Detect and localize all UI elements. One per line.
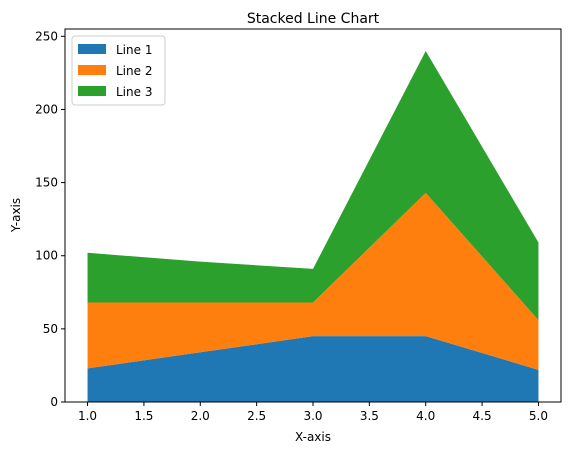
x-tick-label: 2.5 <box>247 409 266 423</box>
y-axis-ticks: 0 50 100 150 200 250 <box>35 29 65 409</box>
x-tick-label: 4.0 <box>416 409 435 423</box>
legend-swatch-3 <box>78 86 106 96</box>
x-tick-label: 5.0 <box>529 409 548 423</box>
legend: Line 1 Line 2 Line 3 <box>71 35 166 106</box>
area-series-2 <box>87 192 539 370</box>
x-axis-ticks: 1.0 1.5 2.0 2.5 3.0 3.5 4.0 4.5 5.0 <box>78 402 548 423</box>
legend-swatch-1 <box>78 44 106 54</box>
legend-label-3: Line 3 <box>116 85 152 99</box>
legend-swatch-2 <box>78 65 106 75</box>
y-axis-label: Y-axis <box>9 198 23 233</box>
x-tick-label: 1.5 <box>134 409 153 423</box>
y-tick-label: 0 <box>50 395 58 409</box>
y-tick-label: 250 <box>35 29 58 43</box>
x-tick-label: 4.5 <box>473 409 492 423</box>
area-series-1 <box>87 336 539 402</box>
x-tick-label: 1.0 <box>78 409 97 423</box>
area-series-3 <box>87 50 539 321</box>
y-tick-label: 200 <box>35 102 58 116</box>
y-tick-label: 150 <box>35 176 58 190</box>
legend-label-2: Line 2 <box>116 64 152 78</box>
x-tick-label: 2.0 <box>191 409 210 423</box>
x-tick-label: 3.5 <box>360 409 379 423</box>
chart-title: Stacked Line Chart <box>247 11 380 27</box>
x-tick-label: 3.0 <box>303 409 322 423</box>
legend-label-1: Line 1 <box>116 43 152 57</box>
area-layer <box>87 50 539 402</box>
y-tick-label: 100 <box>35 249 58 263</box>
x-axis-label: X-axis <box>295 430 331 444</box>
y-tick-label: 50 <box>43 322 58 336</box>
